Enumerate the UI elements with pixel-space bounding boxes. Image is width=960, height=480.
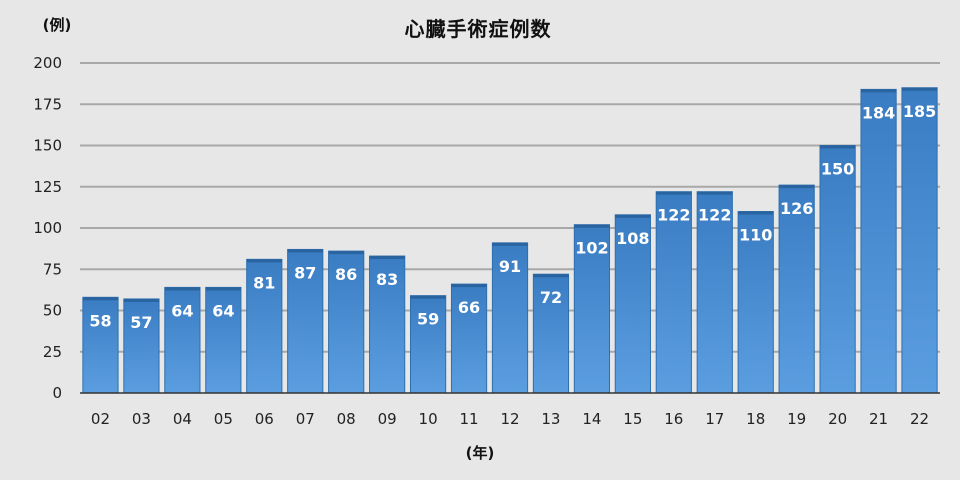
bar-top-edge (328, 251, 364, 255)
x-tick-label: 11 (460, 410, 479, 428)
data-label: 81 (253, 273, 275, 292)
data-labels: 58 57 64 64 81 87 86 83 59 66 91 72 102 108 122 122 110 1… (89, 102, 936, 332)
data-label: 91 (499, 257, 521, 276)
x-tick-label: 12 (500, 410, 519, 428)
data-label: 64 (212, 301, 234, 320)
x-tick-label: 08 (337, 410, 356, 428)
y-tick-label: 200 (33, 54, 62, 72)
y-tick-label: 0 (52, 384, 62, 402)
y-axis-unit-label: (例) (43, 16, 72, 34)
x-tick-label: 10 (419, 410, 438, 428)
x-tick-label: 04 (173, 410, 192, 428)
data-label: 122 (698, 206, 731, 225)
bar-top-edge (820, 145, 856, 149)
bar (82, 296, 119, 394)
data-label: 59 (417, 310, 439, 329)
bar-top-edge (164, 287, 200, 291)
bar-top-edge (82, 297, 119, 301)
x-tick-label: 13 (541, 410, 560, 428)
bar (369, 255, 406, 394)
x-tick-label: 07 (296, 410, 315, 428)
bar-top-edge (738, 211, 774, 215)
data-label: 58 (89, 311, 111, 330)
data-label: 110 (739, 226, 772, 245)
data-label: 185 (903, 102, 936, 121)
y-tick-label: 150 (33, 137, 62, 155)
data-label: 102 (575, 239, 608, 258)
x-tick-label: 14 (582, 410, 601, 428)
data-label: 72 (540, 288, 562, 307)
y-tick-label: 25 (43, 343, 62, 361)
x-tick-label: 03 (132, 410, 151, 428)
y-tick-label: 100 (33, 219, 62, 237)
data-label: 83 (376, 270, 398, 289)
bar (491, 242, 529, 394)
x-tick-label: 18 (746, 410, 765, 428)
bar-top-edge (860, 89, 897, 93)
x-tick-label: 21 (869, 410, 888, 428)
data-label: 87 (294, 263, 316, 282)
data-label: 66 (458, 298, 480, 317)
data-label: 150 (821, 160, 854, 179)
bar-top-edge (533, 274, 569, 278)
data-label: 57 (130, 313, 152, 332)
x-tick-label: 09 (378, 410, 397, 428)
bar-top-edge (123, 298, 160, 302)
y-axis-ticks: 0 25 50 75 100 125 150 175 200 (33, 54, 62, 402)
bar-top-edge (615, 214, 651, 218)
bar-top-edge (205, 287, 241, 291)
bar (450, 283, 488, 394)
bar (819, 145, 856, 394)
x-tick-label: 05 (214, 410, 233, 428)
x-axis-unit-label: (年) (466, 444, 495, 462)
y-tick-label: 175 (33, 95, 62, 113)
x-axis-ticks: 02 03 04 05 06 07 08 09 10 11 12 13 14 15 16 17 18 19 20 21… (91, 410, 929, 428)
bar-top-edge (492, 242, 528, 246)
bar-top-edge (287, 249, 323, 253)
y-tick-label: 75 (43, 260, 62, 278)
x-tick-label: 17 (705, 410, 724, 428)
bar (205, 286, 242, 394)
bar (901, 87, 938, 394)
x-tick-label: 20 (828, 410, 847, 428)
chart-title: 心臓手術症例数 (405, 17, 552, 41)
y-tick-label: 50 (43, 302, 62, 320)
bar (532, 273, 570, 394)
x-tick-label: 06 (255, 410, 274, 428)
bar-top-edge (656, 191, 692, 195)
data-label: 126 (780, 199, 813, 218)
bar-top-edge (574, 224, 610, 228)
bar-top-edge (779, 185, 815, 189)
x-tick-label: 16 (664, 410, 683, 428)
bar-top-edge (246, 259, 282, 263)
bar-top-edge (697, 191, 733, 195)
bar-top-edge (901, 87, 938, 91)
bar (164, 286, 201, 394)
x-tick-label: 19 (787, 410, 806, 428)
data-label: 122 (657, 206, 690, 225)
bar-top-edge (369, 256, 405, 260)
bar-top-edge (410, 295, 446, 299)
bar-top-edge (451, 284, 487, 288)
x-tick-label: 15 (623, 410, 642, 428)
data-label: 108 (616, 229, 649, 248)
x-tick-label: 02 (91, 410, 110, 428)
bar (860, 88, 897, 394)
data-label: 86 (335, 265, 357, 284)
bar (737, 211, 774, 394)
y-tick-label: 125 (33, 178, 62, 196)
bars (82, 87, 938, 394)
x-tick-label: 22 (910, 410, 929, 428)
data-label: 64 (171, 301, 193, 320)
data-label: 184 (862, 103, 895, 122)
bar (778, 184, 815, 394)
bar (246, 258, 283, 394)
